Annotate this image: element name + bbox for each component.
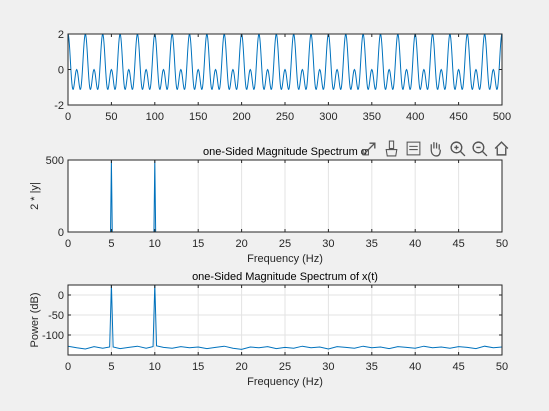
pow-x-tick-label: 35 (366, 361, 378, 373)
pow-series-line (68, 285, 502, 350)
mag-x-tick-label: 40 (409, 238, 421, 250)
mag-title: one-Sided Magnitude Spectrum o (203, 146, 367, 158)
pow-x-tick-label: 0 (65, 361, 71, 373)
zoom-out-button[interactable] (470, 139, 489, 158)
sig-x-tick-label: 400 (406, 111, 424, 123)
sig-x-tick-label: 450 (449, 111, 467, 123)
mag-x-tick-label: 10 (149, 238, 161, 250)
mag-y-tick-label: 500 (46, 155, 64, 167)
mag-x-tick-label: 45 (452, 238, 464, 250)
zoom-out-icon (472, 141, 488, 157)
mag-y-axis-label: 2 * |y| (29, 182, 41, 210)
sig-x-tick-label: 250 (276, 111, 294, 123)
mag-series-line (68, 160, 502, 232)
sig-x-tick-label: 150 (189, 111, 207, 123)
pow-x-axis-label: Frequency (Hz) (247, 376, 323, 388)
pow-y-axis-label: Power (dB) (29, 292, 41, 347)
sig-x-tick-label: 200 (232, 111, 250, 123)
pow-x-tick-label: 40 (409, 361, 421, 373)
pow-x-tick-label: 15 (192, 361, 204, 373)
pow-y-tick-label: -50 (48, 310, 64, 322)
mag-x-tick-label: 0 (65, 238, 71, 250)
mag-x-tick-label: 15 (192, 238, 204, 250)
sig-y-tick-label: -2 (54, 100, 64, 112)
pow-title: one-Sided Magnitude Spectrum of x(t) (192, 271, 378, 283)
pow-x-tick-label: 45 (452, 361, 464, 373)
home-icon (494, 141, 509, 156)
sig-x-tick-label: 500 (493, 111, 511, 123)
pow-x-tick-label: 20 (235, 361, 247, 373)
mag-y-tick-label: 0 (58, 227, 64, 239)
time-signal-axes: 0 50 100 150 200 250 300 350 400 450 500-202 (54, 29, 511, 123)
sig-series-line (68, 34, 502, 91)
export-button[interactable] (360, 139, 379, 158)
data-tips-icon (406, 141, 421, 156)
mag-x-tick-label: 5 (108, 238, 114, 250)
sig-x-tick-label: 300 (319, 111, 337, 123)
zoom-in-icon (450, 141, 466, 157)
brush-icon (385, 140, 398, 157)
axes-toolbar (360, 139, 511, 159)
data-tips-button[interactable] (404, 139, 423, 158)
mag-x-tick-label: 50 (496, 238, 508, 250)
pow-x-tick-label: 5 (108, 361, 114, 373)
brush-button[interactable] (382, 139, 401, 158)
pow-x-tick-label: 10 (149, 361, 161, 373)
pan-button[interactable] (426, 139, 445, 158)
pow-y-tick-label: -100 (42, 330, 64, 342)
sig-x-tick-label: 100 (146, 111, 164, 123)
pow-x-tick-label: 30 (322, 361, 334, 373)
mag-x-tick-label: 20 (235, 238, 247, 250)
pow-x-tick-label: 50 (496, 361, 508, 373)
export-icon (362, 142, 376, 156)
pow-y-tick-label: 0 (58, 290, 64, 302)
sig-x-tick-label: 350 (363, 111, 381, 123)
pan-icon (430, 142, 441, 157)
sig-x-tick-label: 0 (65, 111, 71, 123)
mag-x-tick-label: 35 (366, 238, 378, 250)
zoom-in-button[interactable] (448, 139, 467, 158)
mag-x-tick-label: 25 (279, 238, 291, 250)
sig-x-tick-label: 50 (105, 111, 117, 123)
sig-y-tick-label: 2 (58, 29, 64, 41)
sig-y-tick-label: 0 (58, 65, 64, 77)
mag-x-tick-label: 30 (322, 238, 334, 250)
home-button[interactable] (492, 139, 511, 158)
power-spectrum-axes: 0 5 10 15 20 25 30 35 40 45 50 0 -50 -100 one-Sided Ma… (29, 271, 508, 388)
pow-x-tick-label: 25 (279, 361, 291, 373)
mag-x-axis-label: Frequency (Hz) (247, 253, 323, 265)
